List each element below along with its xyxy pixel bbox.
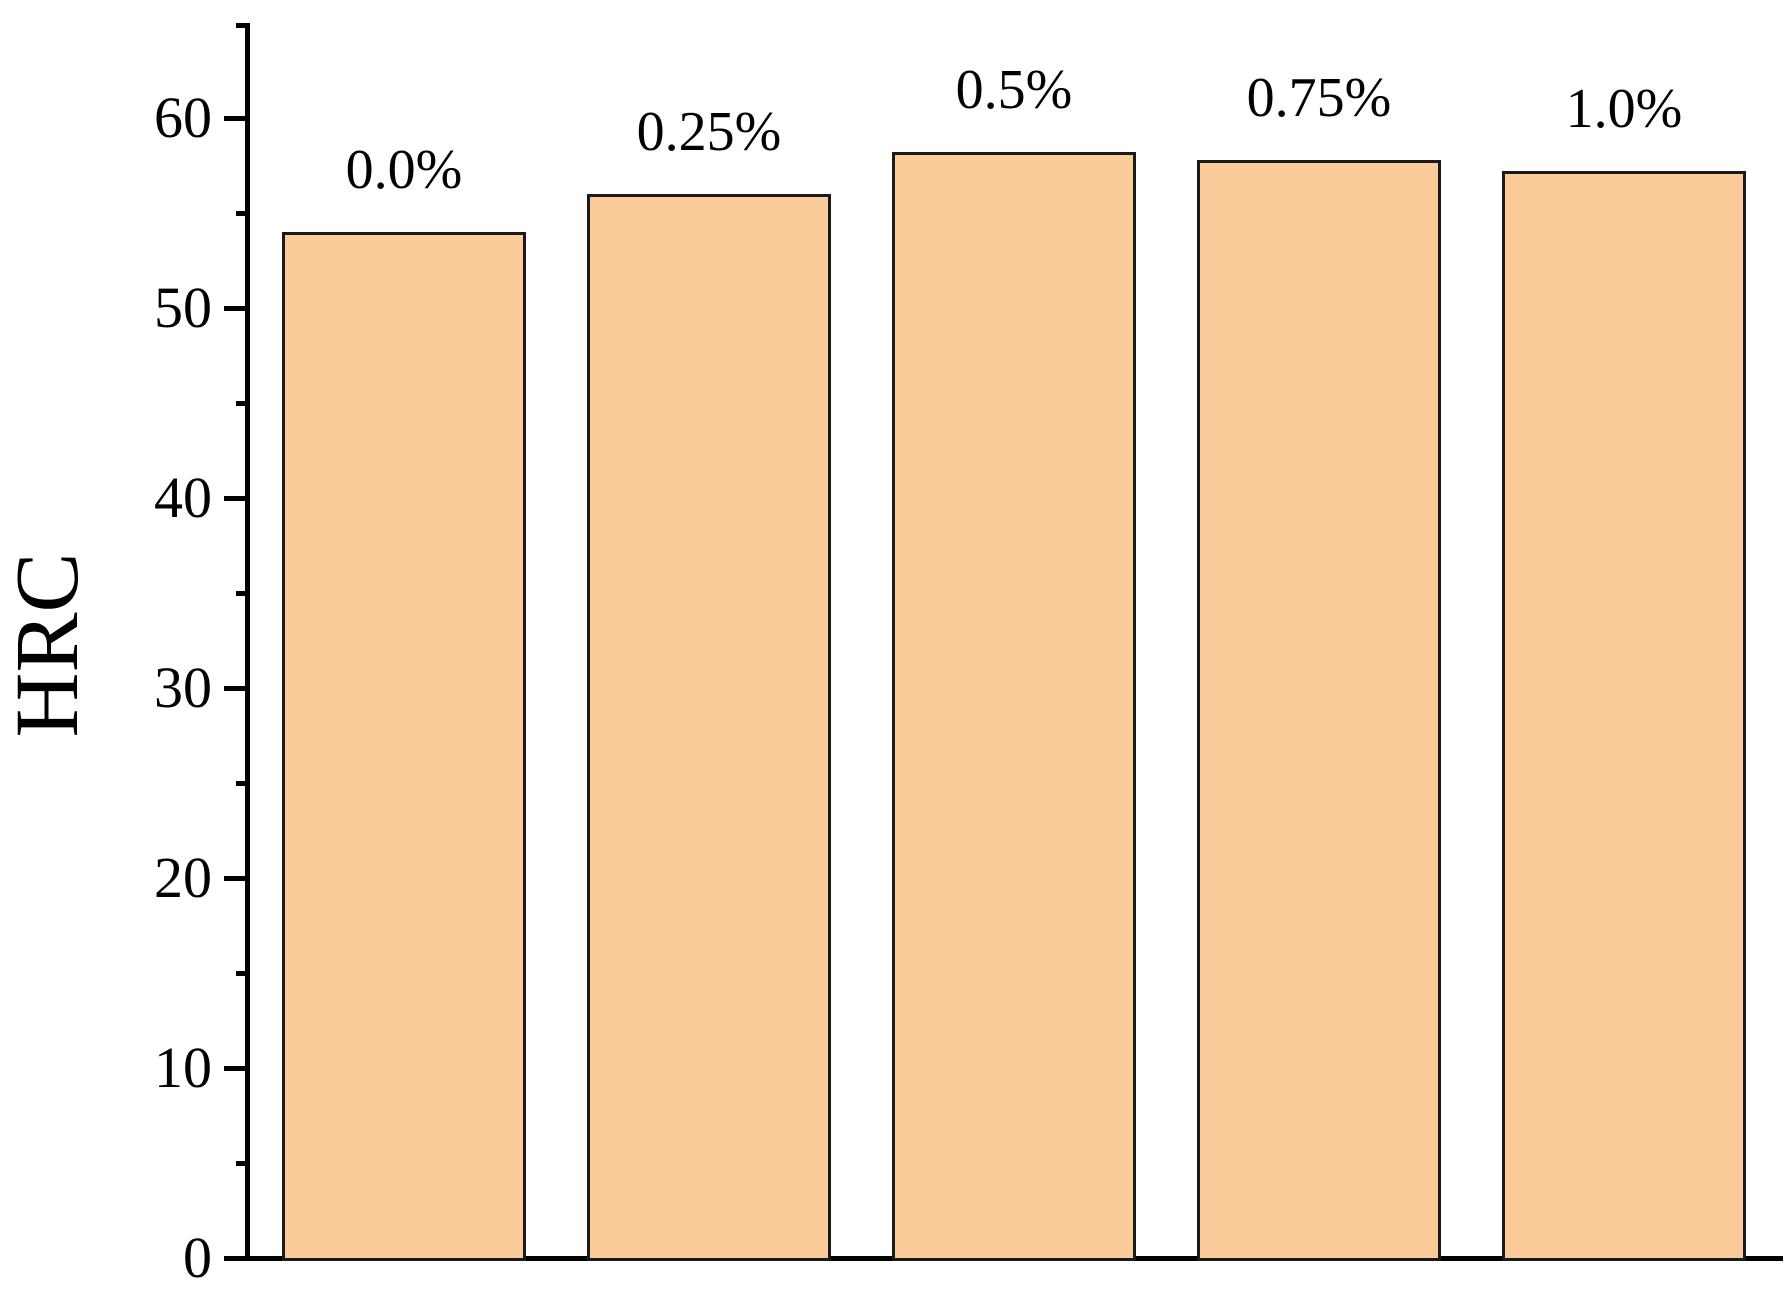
y-axis-tick-label: 50 xyxy=(154,275,212,340)
y-axis-minor-tick xyxy=(236,400,250,406)
y-axis-major-tick xyxy=(224,495,250,501)
y-axis-tick-label: 20 xyxy=(154,845,212,910)
y-axis-minor-tick xyxy=(236,970,250,976)
y-axis-tick-label: 60 xyxy=(154,85,212,150)
bar xyxy=(892,152,1136,1261)
y-axis-minor-tick xyxy=(236,210,250,216)
y-axis-tick-label: 10 xyxy=(154,1035,212,1100)
y-axis-tick-label: 0 xyxy=(183,1225,212,1290)
bar xyxy=(282,232,526,1261)
bar-label: 0.75% xyxy=(1246,66,1392,129)
bar xyxy=(1197,159,1441,1261)
y-axis-major-tick xyxy=(224,115,250,121)
y-axis-major-tick xyxy=(224,1255,250,1261)
bar-label: 0.0% xyxy=(345,139,463,201)
bar xyxy=(1502,171,1746,1261)
y-axis-minor-tick xyxy=(236,1160,250,1166)
bar-label: 0.5% xyxy=(955,59,1073,122)
y-axis-minor-tick xyxy=(236,590,250,596)
y-axis-tick-label: 30 xyxy=(154,655,212,720)
y-axis-major-tick xyxy=(224,875,250,881)
y-axis-minor-tick xyxy=(236,780,250,786)
bar-label: 0.25% xyxy=(636,101,782,163)
y-axis-title: HRC xyxy=(0,552,97,738)
y-axis-tick-label: 40 xyxy=(154,465,212,530)
bar xyxy=(587,194,831,1261)
y-axis-major-tick xyxy=(224,1065,250,1071)
bar-label: 1.0% xyxy=(1565,78,1683,141)
y-axis-minor-tick xyxy=(236,23,250,28)
y-axis-major-tick xyxy=(224,685,250,691)
y-axis-major-tick xyxy=(224,305,250,311)
y-axis-line xyxy=(245,23,250,1261)
